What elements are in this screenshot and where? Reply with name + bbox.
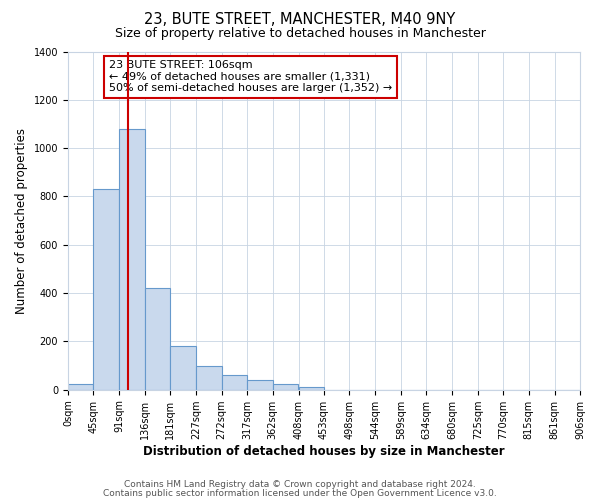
Bar	[170, 346, 196, 390]
Bar	[145, 288, 170, 390]
Text: Contains public sector information licensed under the Open Government Licence v3: Contains public sector information licen…	[103, 488, 497, 498]
Text: Contains HM Land Registry data © Crown copyright and database right 2024.: Contains HM Land Registry data © Crown c…	[124, 480, 476, 489]
Bar	[272, 384, 298, 390]
Bar	[221, 375, 247, 390]
Bar	[119, 129, 145, 390]
Bar	[94, 189, 119, 390]
Text: 23 BUTE STREET: 106sqm
← 49% of detached houses are smaller (1,331)
50% of semi-: 23 BUTE STREET: 106sqm ← 49% of detached…	[109, 60, 392, 93]
Y-axis label: Number of detached properties: Number of detached properties	[15, 128, 28, 314]
Bar	[299, 388, 324, 390]
Bar	[247, 380, 272, 390]
X-axis label: Distribution of detached houses by size in Manchester: Distribution of detached houses by size …	[143, 444, 505, 458]
Bar	[196, 366, 221, 390]
Text: 23, BUTE STREET, MANCHESTER, M40 9NY: 23, BUTE STREET, MANCHESTER, M40 9NY	[145, 12, 455, 28]
Bar	[68, 384, 94, 390]
Text: Size of property relative to detached houses in Manchester: Size of property relative to detached ho…	[115, 28, 485, 40]
